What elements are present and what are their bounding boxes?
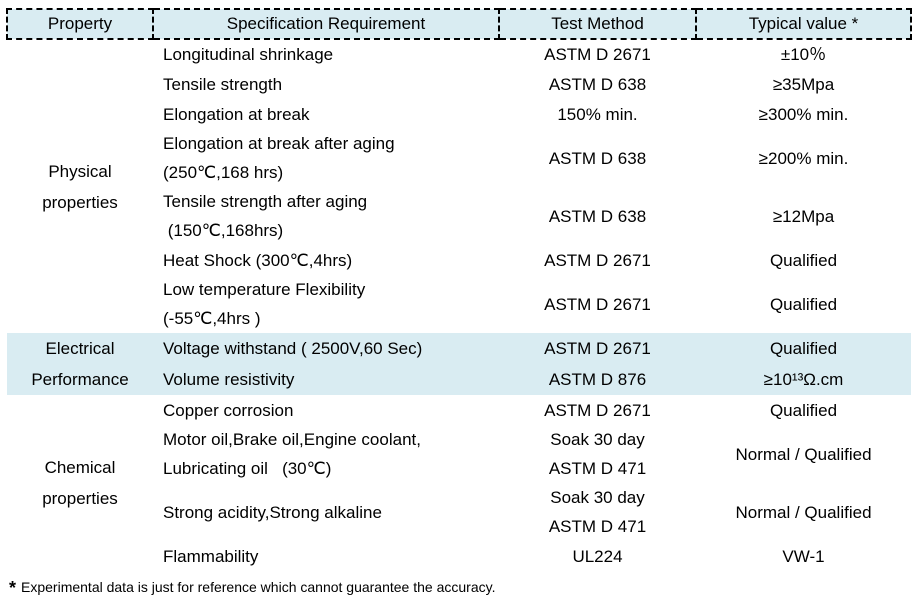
test-method-cell: ASTM D 2671: [544, 45, 651, 64]
group-label-line: properties: [42, 192, 118, 212]
group-label-line: Chemical: [44, 458, 116, 477]
spec-cell: Copper corrosion: [163, 400, 294, 420]
spec-cell: Strong acidity,Strong alkaline: [163, 502, 382, 522]
typical-value-cell: Qualified: [769, 400, 838, 420]
test-method-cell: ASTM D 638: [548, 148, 647, 168]
typical-value-cell: ≥12Mpa: [772, 206, 835, 226]
group-label-line: Performance: [31, 370, 129, 389]
table-row: Elongation at break after aging (250℃,168…: [7, 129, 911, 187]
typical-value-cell: Normal / Qualified: [735, 444, 872, 464]
header-specification-requirement: Specification Requirement: [152, 8, 500, 40]
footnote-asterisk: *: [9, 578, 17, 598]
table-row: Flammability UL224 VW-1: [7, 541, 911, 571]
test-method-cell: ASTM D 2671: [544, 294, 651, 314]
typical-value-cell: ≥10¹³Ω.cm: [696, 364, 911, 395]
header-test-method: Test Method: [498, 8, 697, 40]
spec-cell: Voltage withstand ( 2500V,60 Sec): [153, 333, 499, 364]
test-method-cell: ASTM D 2671: [544, 400, 651, 420]
group-cell-physical-properties: Physical properties: [7, 39, 153, 333]
typical-value-cell: VW-1: [782, 546, 825, 566]
table-row: Motor oil,Brake oil,Engine coolant, Lubri…: [7, 425, 911, 483]
header-property: Property: [6, 8, 154, 40]
spec-cell: Elongation at break: [163, 104, 310, 124]
test-method-cell: ASTM D 2671: [499, 333, 696, 364]
footnote: * Experimental data is just for reference…: [6, 578, 912, 597]
test-method-cell: Soak 30 day ASTM D 471: [548, 488, 647, 536]
table-row: Elongation at break 150% min. ≥300% min.: [7, 99, 911, 129]
footnote-text: Experimental data is just for reference …: [21, 579, 496, 595]
group-label-line: properties: [42, 489, 118, 508]
test-method-cell: ASTM D 2671: [544, 250, 651, 270]
spec-cell: Tensile strength after aging (150℃,168hr…: [163, 192, 368, 240]
group-cell-chemical-properties: Chemical properties: [7, 395, 153, 571]
test-method-cell: 150% min.: [557, 104, 638, 124]
test-method-cell: Soak 30 day ASTM D 471: [548, 430, 647, 478]
table-row: Chemical properties Copper corrosion AST…: [7, 395, 911, 509]
spec-cell: Elongation at break after aging (250℃,168…: [163, 134, 395, 182]
test-method-cell: ASTM D 638: [548, 206, 647, 226]
typical-value-cell: ±10％: [780, 45, 827, 64]
spec-cell: Longitudinal shrinkage: [163, 45, 334, 64]
spec-cell: Volume resistivity: [153, 364, 499, 395]
spec-cell: Low temperature Flexibility (-55℃,4hrs ): [163, 280, 366, 328]
table-row: Low temperature Flexibility (-55℃,4hrs ) …: [7, 275, 911, 333]
specification-table: Property Specification Requirement Test …: [6, 8, 912, 571]
table-row: Physical properties Longitudinal shrinka…: [7, 39, 911, 212]
table-row: Strong acidity,Strong alkaline Soak 30 d…: [7, 483, 911, 541]
typical-value-cell: Qualified: [696, 333, 911, 364]
spec-cell: Heat Shock (300℃,4hrs): [163, 250, 353, 270]
test-method-cell: ASTM D 876: [499, 364, 696, 395]
typical-value-cell: Qualified: [769, 294, 838, 314]
typical-value-cell: ≥300% min.: [758, 104, 849, 124]
test-method-cell: UL224: [572, 546, 623, 566]
spec-cell: Motor oil,Brake oil,Engine coolant, Lubri…: [163, 430, 421, 478]
typical-value-cell: Qualified: [769, 250, 838, 270]
group-label-line: Physical: [48, 161, 112, 181]
table-row: Tensile strength ASTM D 638 ≥35Mpa: [7, 69, 911, 99]
header-typical-value: Typical value *: [695, 8, 912, 40]
typical-value-cell: ≥35Mpa: [772, 74, 835, 94]
header-row: Property Specification Requirement Test …: [6, 8, 912, 40]
group-label-line: Electrical: [45, 339, 115, 358]
spec-cell: Tensile strength: [163, 74, 283, 94]
table-row: Heat Shock (300℃,4hrs) ASTM D 2671 Quali…: [7, 245, 911, 275]
table-row: Electrical Performance Voltage withstand…: [7, 333, 911, 395]
table-row: Volume resistivity ASTM D 876 ≥10¹³Ω.cm: [7, 364, 911, 395]
typical-value-cell: ≥200% min.: [758, 148, 849, 168]
test-method-cell: ASTM D 638: [548, 74, 647, 94]
spec-cell: Flammability: [163, 546, 259, 566]
typical-value-cell: Normal / Qualified: [735, 502, 872, 522]
group-cell-electrical-performance: Electrical Performance: [7, 333, 153, 395]
table-row: Tensile strength after aging (150℃,168hr…: [7, 187, 911, 245]
